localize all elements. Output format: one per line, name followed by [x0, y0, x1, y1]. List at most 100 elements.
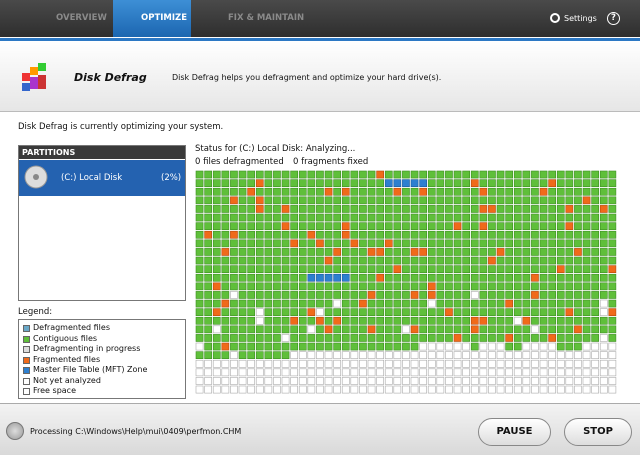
cluster: [195, 196, 204, 205]
cluster: [479, 248, 488, 256]
cluster: [264, 359, 273, 368]
cluster: [591, 256, 600, 265]
cluster: [402, 239, 410, 248]
cluster: [556, 248, 565, 256]
cluster: [204, 359, 213, 368]
cluster: [539, 316, 548, 325]
cluster: [419, 170, 428, 179]
cluster: [531, 230, 539, 239]
cluster: [367, 359, 376, 368]
cluster: [470, 222, 479, 230]
cluster: [324, 342, 333, 351]
cluster: [522, 265, 531, 273]
cluster: [539, 196, 548, 205]
cluster: [290, 179, 298, 188]
cluster: [427, 316, 436, 325]
cluster: [496, 179, 505, 188]
cluster: [479, 325, 488, 334]
cluster: [298, 256, 307, 265]
cluster: [436, 222, 445, 230]
cluster: [307, 308, 316, 317]
cluster: [410, 196, 419, 205]
cluster: [513, 308, 522, 317]
cluster: [582, 342, 591, 351]
cluster: [350, 385, 359, 394]
cluster: [255, 265, 264, 273]
cluster: [591, 248, 600, 256]
processing: Processing C:\Windows\Help\mui\0409\perf…: [30, 427, 242, 436]
help[interactable]: ?: [607, 12, 620, 25]
cluster: [402, 334, 410, 342]
cluster: [307, 385, 316, 394]
cluster: [359, 325, 367, 334]
cluster: [445, 308, 453, 317]
tab-active[interactable]: OPTIMIZE: [113, 0, 191, 37]
cluster: [212, 205, 221, 213]
stop-button[interactable]: STOP: [564, 418, 632, 446]
cluster: [204, 308, 213, 317]
cluster: [608, 187, 617, 196]
cluster: [402, 273, 410, 282]
cluster: [419, 282, 428, 291]
cluster: [298, 351, 307, 360]
cluster: [376, 213, 385, 222]
legend-label: Defragmented files: [33, 323, 110, 332]
cluster: [410, 213, 419, 222]
cluster: [436, 308, 445, 317]
cluster: [479, 230, 488, 239]
cluster: [204, 377, 213, 385]
cluster: [264, 385, 273, 394]
cluster: [281, 342, 290, 351]
cluster: [316, 316, 324, 325]
cluster: [204, 368, 213, 377]
cluster: [230, 213, 238, 222]
cluster: [479, 222, 488, 230]
files-count: 0 files defragmented: [195, 157, 284, 167]
cluster: [359, 385, 367, 394]
cluster: [316, 170, 324, 179]
cluster: [359, 239, 367, 248]
cluster: [393, 256, 402, 265]
cluster: [290, 334, 298, 342]
cluster: [453, 368, 462, 377]
legend-swatch: [23, 367, 30, 374]
cluster: [488, 239, 496, 248]
cluster: [496, 385, 505, 394]
cluster: [281, 179, 290, 188]
cluster: [393, 385, 402, 394]
cluster: [376, 291, 385, 299]
cluster: [522, 196, 531, 205]
cluster: [402, 265, 410, 273]
cluster: [436, 239, 445, 248]
cluster: [221, 351, 230, 360]
cluster: [393, 248, 402, 256]
legend-item: Defragmenting in progress: [23, 344, 140, 353]
partition[interactable]: (C:) Local Disk (2%): [19, 160, 185, 196]
cluster: [505, 265, 514, 273]
cluster: [462, 291, 471, 299]
cluster: [427, 196, 436, 205]
tab[interactable]: OVERVIEW: [56, 13, 107, 23]
cluster: [255, 187, 264, 196]
cluster: [453, 385, 462, 394]
cluster: [195, 248, 204, 256]
cluster: [290, 170, 298, 179]
cluster: [212, 170, 221, 179]
cluster: [376, 359, 385, 368]
cluster: [513, 325, 522, 334]
settings[interactable]: Settings: [550, 13, 597, 23]
cluster: [410, 334, 419, 342]
cluster: [195, 334, 204, 342]
cluster: [574, 213, 582, 222]
tab[interactable]: FIX & MAINTAIN: [228, 13, 305, 23]
cluster: [212, 282, 221, 291]
cluster: [359, 308, 367, 317]
cluster: [341, 368, 350, 377]
cluster: [273, 299, 281, 308]
cluster: [307, 282, 316, 291]
cluster: [393, 273, 402, 282]
cluster: [453, 265, 462, 273]
cluster: [359, 282, 367, 291]
cluster: [273, 377, 281, 385]
pause-button[interactable]: PAUSE: [478, 418, 551, 446]
